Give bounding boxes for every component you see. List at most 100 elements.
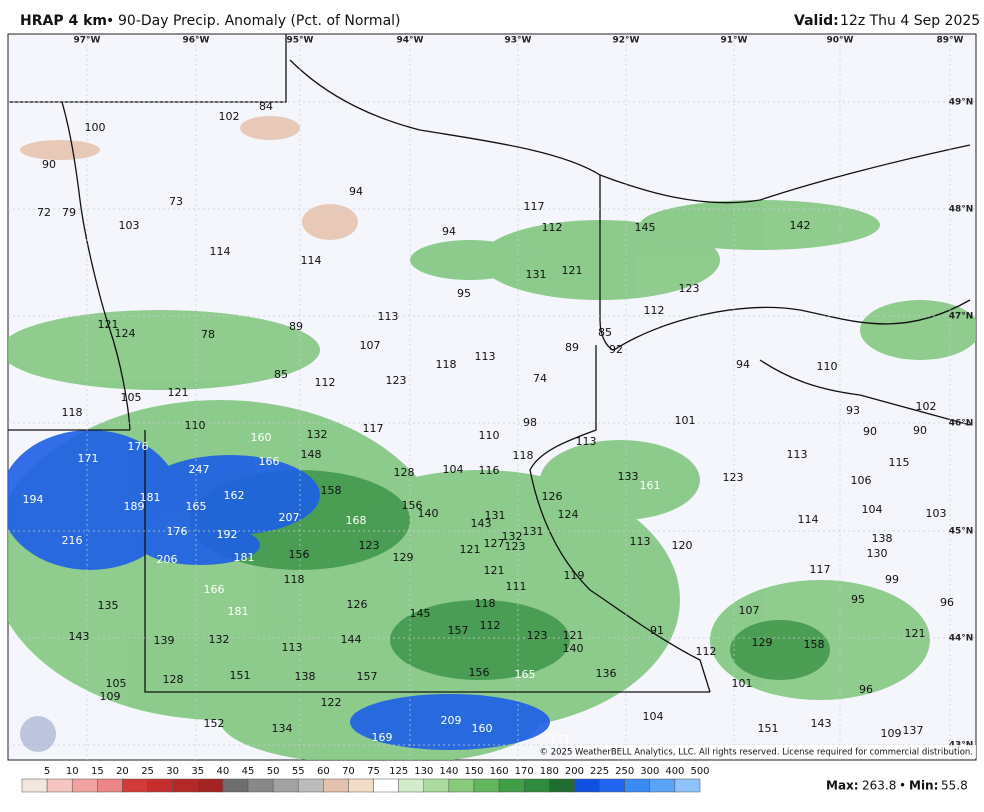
station-value: 181 <box>140 491 161 504</box>
station-value: 209 <box>441 714 462 727</box>
colorbar-swatch <box>398 778 425 793</box>
colorbar-tick-label: 180 <box>540 766 559 777</box>
station-value: 118 <box>62 406 83 419</box>
station-value: 138 <box>872 532 893 545</box>
product-title: 90-Day Precip. Anomaly (Pct. of Normal) <box>118 13 401 29</box>
latitude-label: 46°N <box>949 419 974 429</box>
station-value: 121 <box>98 318 119 331</box>
colorbar-swatch <box>222 778 249 793</box>
colorbar-swatch <box>649 778 676 793</box>
longitude-label: 95°W <box>287 36 314 46</box>
station-value: 112 <box>542 221 563 234</box>
colorbar-swatch <box>46 778 73 793</box>
station-value: 151 <box>758 722 779 735</box>
colorbar-swatch <box>523 778 550 793</box>
station-value: 116 <box>479 464 500 477</box>
station-value: 79 <box>62 206 76 219</box>
station-value: 176 <box>167 525 188 538</box>
station-value: 110 <box>479 429 500 442</box>
station-value: 95 <box>457 287 471 300</box>
station-value: 143 <box>471 517 492 530</box>
station-value: 123 <box>527 629 548 642</box>
station-value: 137 <box>903 724 924 737</box>
colorbar-swatch <box>549 778 575 793</box>
station-value: 181 <box>234 551 255 564</box>
station-value: 131 <box>526 268 547 281</box>
colorbar-tick-label: 20 <box>116 766 129 777</box>
station-value: 105 <box>121 391 142 404</box>
station-value: 74 <box>533 372 547 385</box>
station-value: 93 <box>846 404 860 417</box>
station-value: 72 <box>37 206 51 219</box>
heavy-precip <box>8 430 550 750</box>
station-value: 158 <box>321 484 342 497</box>
colorbar-tick-label: 60 <box>317 766 330 777</box>
station-value: 118 <box>475 597 496 610</box>
longitude-label: 92°W <box>613 36 640 46</box>
valid-time: 12z Thu 4 Sep 2025 <box>840 13 980 29</box>
colorbar-tick-label: 25 <box>141 766 154 777</box>
station-value: 156 <box>402 499 423 512</box>
station-value: 78 <box>201 328 215 341</box>
station-value: 136 <box>596 667 617 680</box>
colorbar-tick-label: 75 <box>367 766 380 777</box>
station-value: 90 <box>863 425 877 438</box>
station-value: 118 <box>513 449 534 462</box>
colorbar-tick-label: 55 <box>292 766 305 777</box>
station-value: 90 <box>42 158 56 171</box>
station-value: 132 <box>209 633 230 646</box>
colorbar-tick-label: 225 <box>590 766 609 777</box>
colorbar-tick-label: 5 <box>44 766 50 777</box>
station-value: 89 <box>565 341 579 354</box>
colorbar-swatch <box>448 778 475 793</box>
station-value: 94 <box>442 225 456 238</box>
station-value: 123 <box>723 471 744 484</box>
station-value: 103 <box>926 507 947 520</box>
station-value: 145 <box>410 607 431 620</box>
station-value: 110 <box>185 419 206 432</box>
longitude-label: 97°W <box>74 36 101 46</box>
longitude-label: 96°W <box>183 36 210 46</box>
colorbar-tick-label: 300 <box>640 766 659 777</box>
station-value: 115 <box>889 456 910 469</box>
colorbar-swatch <box>574 778 600 793</box>
station-value: 157 <box>448 624 469 637</box>
colorbar-swatch <box>97 778 123 793</box>
station-value: 107 <box>739 604 760 617</box>
station-value: 133 <box>618 470 639 483</box>
colorbar-swatch <box>674 778 701 793</box>
station-value: 166 <box>204 583 225 596</box>
station-value: 124 <box>115 327 136 340</box>
station-value: 112 <box>480 619 501 632</box>
station-value: 94 <box>736 358 750 371</box>
copyright: © 2025 WeatherBELL Analytics, LLC. All r… <box>540 748 973 758</box>
station-value: 142 <box>790 219 811 232</box>
station-value: 96 <box>859 683 873 696</box>
station-value: 89 <box>289 320 303 333</box>
station-value: 128 <box>163 673 184 686</box>
station-value: 160 <box>251 431 272 444</box>
colorbar-swatch <box>297 778 324 793</box>
station-value: 176 <box>128 440 149 453</box>
min-label: Min: <box>909 779 938 793</box>
colorbar-tick-label: 70 <box>342 766 355 777</box>
longitude-label: 91°W <box>721 36 748 46</box>
latitude-label: 48°N <box>949 205 974 215</box>
colorbar-swatch <box>373 778 399 793</box>
station-value: 92 <box>609 343 623 356</box>
colorbar-swatch <box>122 778 148 793</box>
station-value: 121 <box>484 564 505 577</box>
station-value: 101 <box>675 414 696 427</box>
station-value: 121 <box>168 386 189 399</box>
station-value: 90 <box>913 424 927 437</box>
station-value: 134 <box>272 722 293 735</box>
station-value: 140 <box>563 642 584 655</box>
station-value: 121 <box>905 627 926 640</box>
station-value: 113 <box>630 535 651 548</box>
colorbar-swatch <box>71 778 98 793</box>
station-value: 85 <box>598 326 612 339</box>
colorbar: 5 10 15 20 25 30 35 40 45 50 55 60 70 75 125 130 140 150 1… <box>21 766 710 793</box>
colorbar-tick-label: 130 <box>414 766 433 777</box>
colorbar-tick-label: 40 <box>217 766 230 777</box>
station-value: 122 <box>321 696 342 709</box>
